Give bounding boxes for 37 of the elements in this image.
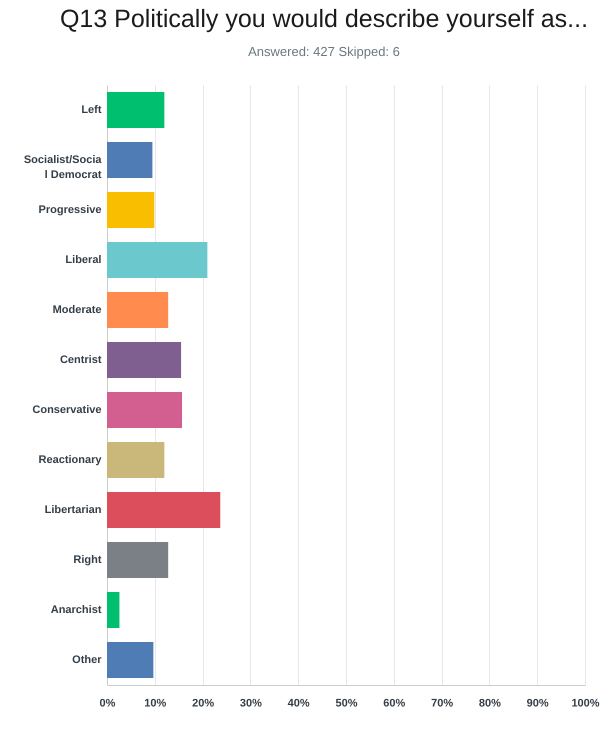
y-tick-label: Anarchist	[50, 604, 102, 616]
bar	[107, 142, 152, 178]
bar	[107, 342, 182, 378]
bar	[107, 592, 120, 628]
bar	[107, 442, 164, 478]
x-tick-label: 20%	[192, 698, 214, 710]
x-tick-label: 100%	[571, 698, 600, 710]
y-tick-label: Left	[81, 104, 102, 116]
chart-title: Q13 Politically you would describe yourself as...	[60, 5, 588, 33]
x-tick-label: 30%	[240, 698, 262, 710]
y-tick-label: Liberal	[65, 254, 102, 266]
chart-subtitle: Answered: 427 Skipped: 6	[248, 44, 400, 59]
y-tick-label: Other	[72, 654, 102, 666]
y-tick-label: Right	[73, 554, 102, 566]
bar	[107, 392, 182, 428]
y-tick-label: Reactionary	[38, 454, 102, 466]
x-tick-label: 10%	[144, 698, 167, 710]
bar	[107, 292, 168, 328]
y-tick-label: Libertarian	[44, 504, 102, 516]
bar	[107, 642, 154, 678]
x-tick-label: 50%	[335, 698, 358, 710]
y-tick-label: Socialist/Socia l Democrat	[24, 154, 102, 181]
bar	[107, 492, 220, 528]
bar	[107, 92, 164, 128]
bar	[107, 242, 208, 278]
x-tick-label: 60%	[383, 698, 406, 710]
x-tick-label: 40%	[288, 698, 310, 710]
bar	[107, 542, 168, 578]
x-tick-label: 80%	[478, 698, 502, 710]
x-tick-label: 90%	[526, 698, 549, 710]
y-tick-label: Conservative	[32, 404, 102, 416]
x-tick-label: 0%	[100, 698, 116, 710]
y-tick-label: Progressive	[38, 204, 102, 216]
y-tick-label: Moderate	[52, 304, 102, 316]
x-tick-label: 70%	[431, 698, 454, 710]
bar	[107, 192, 154, 228]
y-tick-label: Centrist	[60, 354, 102, 366]
